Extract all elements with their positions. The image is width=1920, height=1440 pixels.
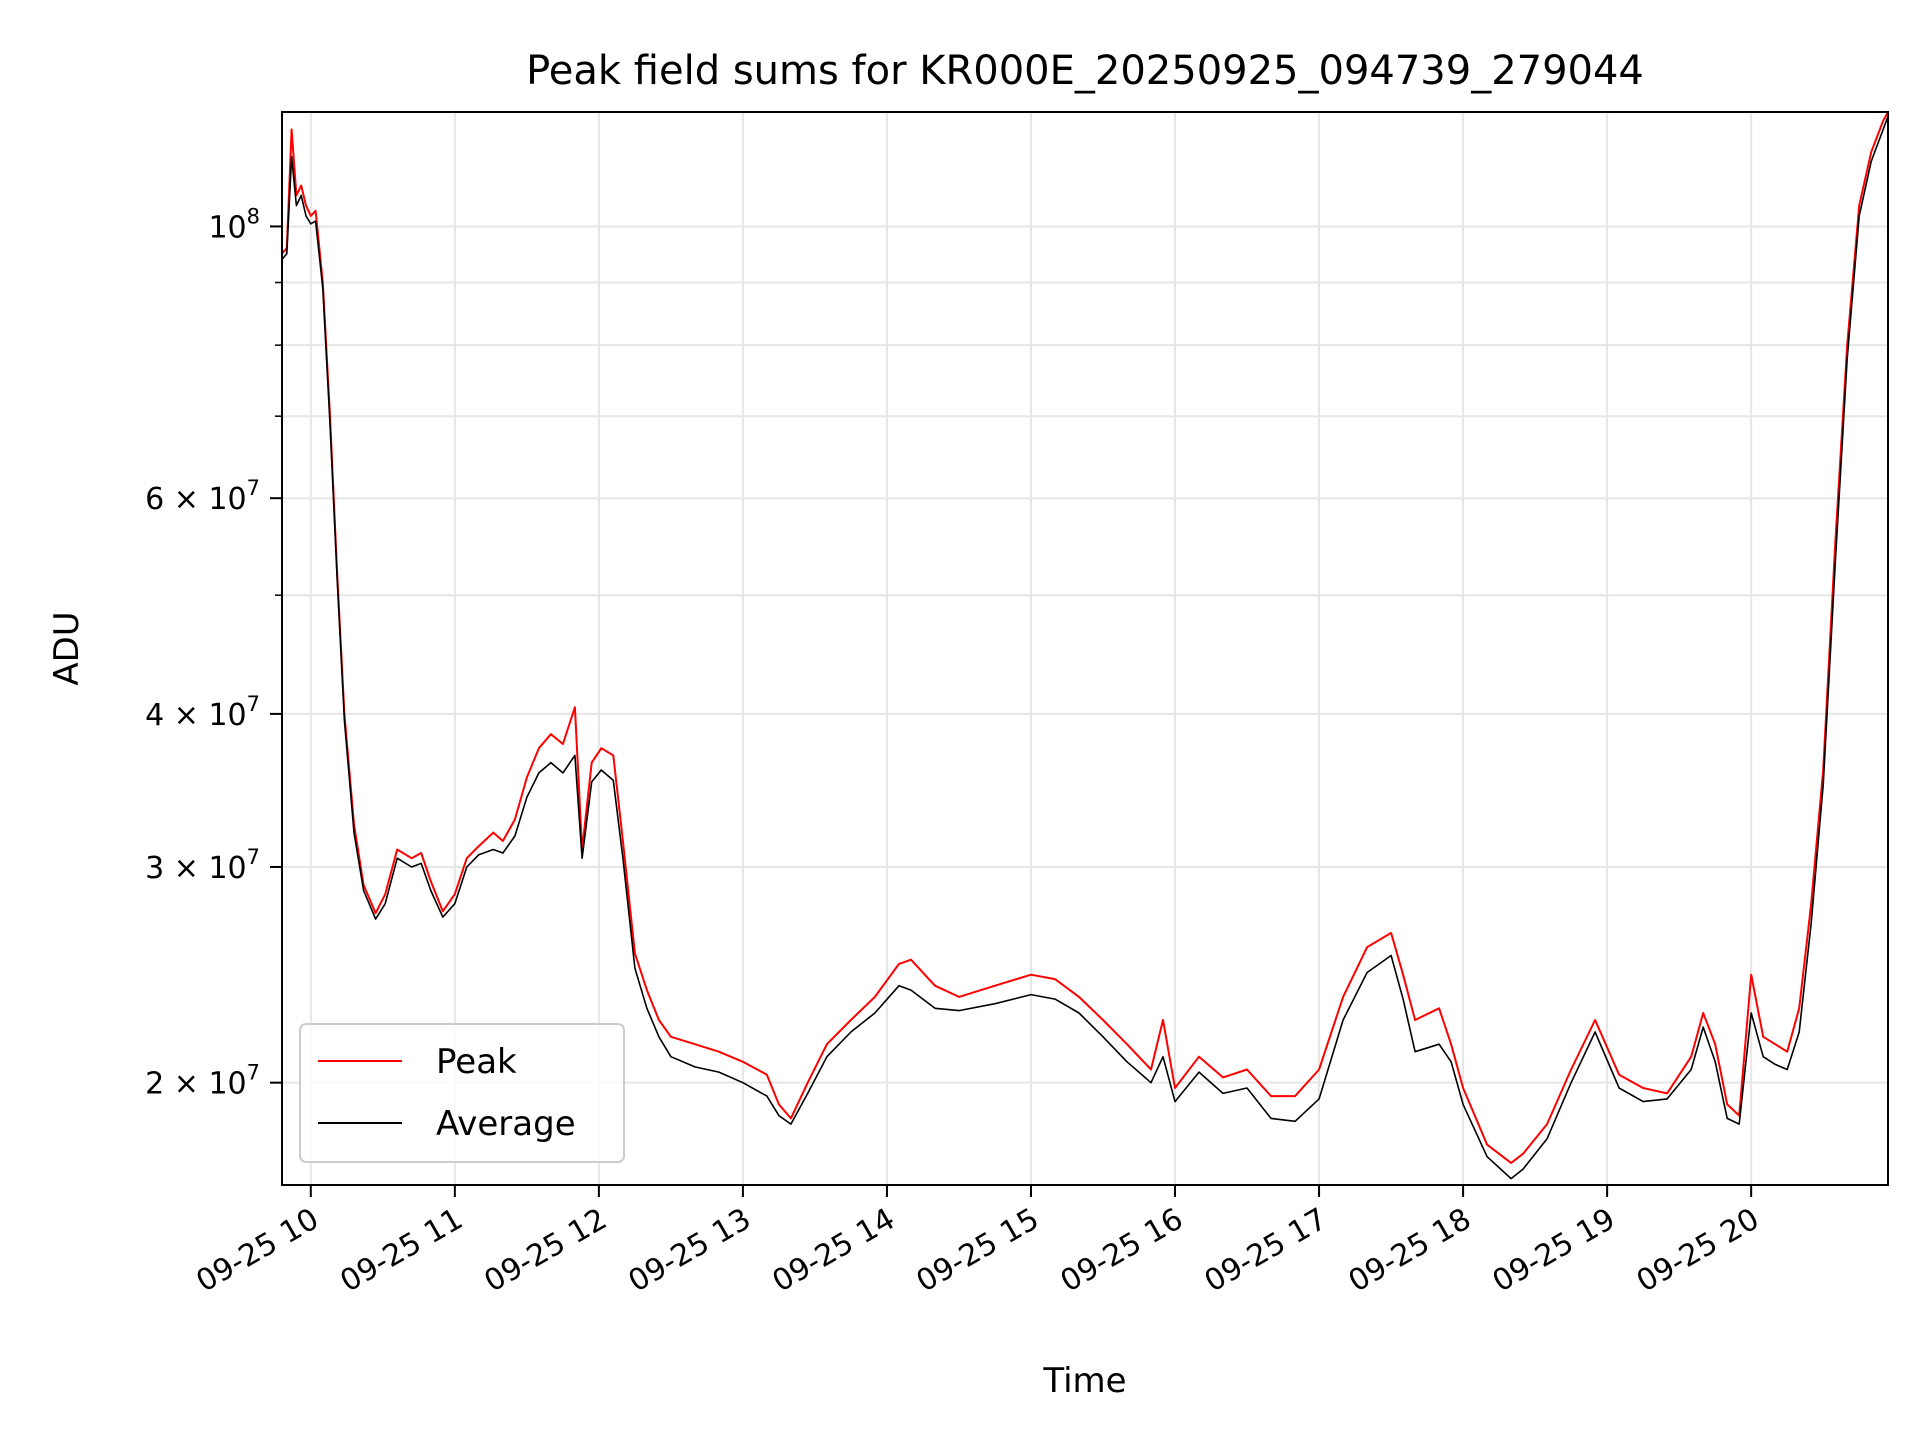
y-tick-label: 6 × 107 <box>145 476 260 517</box>
series-line-average <box>282 116 1888 1180</box>
y-tick-label: 2 × 107 <box>145 1061 260 1102</box>
y-tick-mantissa: 2 <box>145 1067 164 1102</box>
y-tick-exponent: 7 <box>247 476 260 500</box>
grid <box>282 112 1888 1185</box>
y-tick-mantissa: 3 <box>145 851 164 886</box>
y-tick-label: 3 × 107 <box>145 845 260 886</box>
y-tick-times: × 10 <box>164 482 246 517</box>
y-tick-exponent: 7 <box>247 845 260 869</box>
y-tick-label: 4 × 107 <box>145 692 260 733</box>
y-tick-times: × 10 <box>164 698 246 733</box>
y-tick-exponent: 8 <box>247 204 260 228</box>
legend-box <box>299 1023 625 1163</box>
chart-title: Peak field sums for KR000E_20250925_0947… <box>526 48 1644 94</box>
y-tick-exponent: 7 <box>247 692 260 716</box>
x-axis-label: Time <box>1042 1361 1126 1401</box>
plot-frame <box>281 111 1889 1186</box>
legend-label-peak: Peak <box>436 1042 517 1082</box>
y-tick-times: × 10 <box>164 1067 246 1102</box>
legend: Peak Average <box>299 1023 625 1163</box>
y-tick-exponent: 7 <box>247 1061 260 1085</box>
series-line-peak <box>282 112 1888 1164</box>
y-tick-label: 108 <box>208 204 260 245</box>
y-axis-label: ADU <box>47 611 87 685</box>
y-tick-mantissa: 4 <box>145 698 164 733</box>
y-tick-mantissa: 6 <box>145 482 164 517</box>
legend-label-average: Average <box>436 1104 576 1144</box>
y-tick-base: 10 <box>208 210 246 245</box>
y-tick-times: × 10 <box>164 851 246 886</box>
series-layer <box>282 112 1888 1180</box>
